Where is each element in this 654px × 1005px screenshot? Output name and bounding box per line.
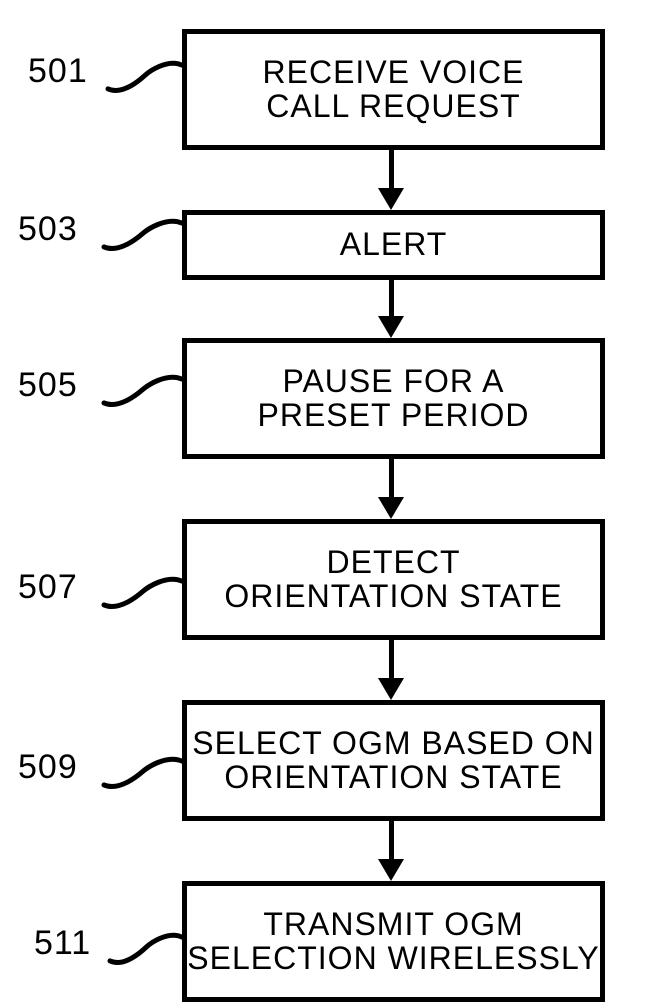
step-label-503: 503 [18,210,78,249]
arrow-line [389,280,394,316]
arrow-line [389,459,394,497]
step-label-507: 507 [18,568,78,607]
arrow-head [378,316,404,338]
step-label-505: 505 [18,366,78,405]
flow-step-503: ALERT [182,210,605,280]
arrow-line [389,821,394,859]
arrow-head [378,497,404,519]
arrow-line [389,640,394,678]
step-label-511: 511 [34,924,91,963]
arrow-head [378,188,404,210]
label-connector [104,576,182,610]
label-connector [104,756,182,790]
flow-step-507: DETECT ORIENTATION STATE [182,519,605,640]
label-connector [110,932,182,966]
arrow-head [378,678,404,700]
flow-step-511: TRANSMIT OGM SELECTION WIRELESSLY [182,881,605,1002]
flowchart-canvas: RECEIVE VOICE CALL REQUEST 501 ALERT 503 PAU… [0,0,654,1005]
step-label-501: 501 [28,52,88,91]
label-connector [104,374,182,408]
flow-step-505: PAUSE FOR A PRESET PERIOD [182,338,605,459]
flow-step-509: SELECT OGM BASED ON ORIENTATION STATE [182,700,605,821]
flow-step-501: RECEIVE VOICE CALL REQUEST [182,29,605,150]
arrow-head [378,859,404,881]
label-connector [108,60,182,94]
label-connector [104,218,182,252]
step-label-509: 509 [18,748,78,787]
arrow-line [389,150,394,188]
